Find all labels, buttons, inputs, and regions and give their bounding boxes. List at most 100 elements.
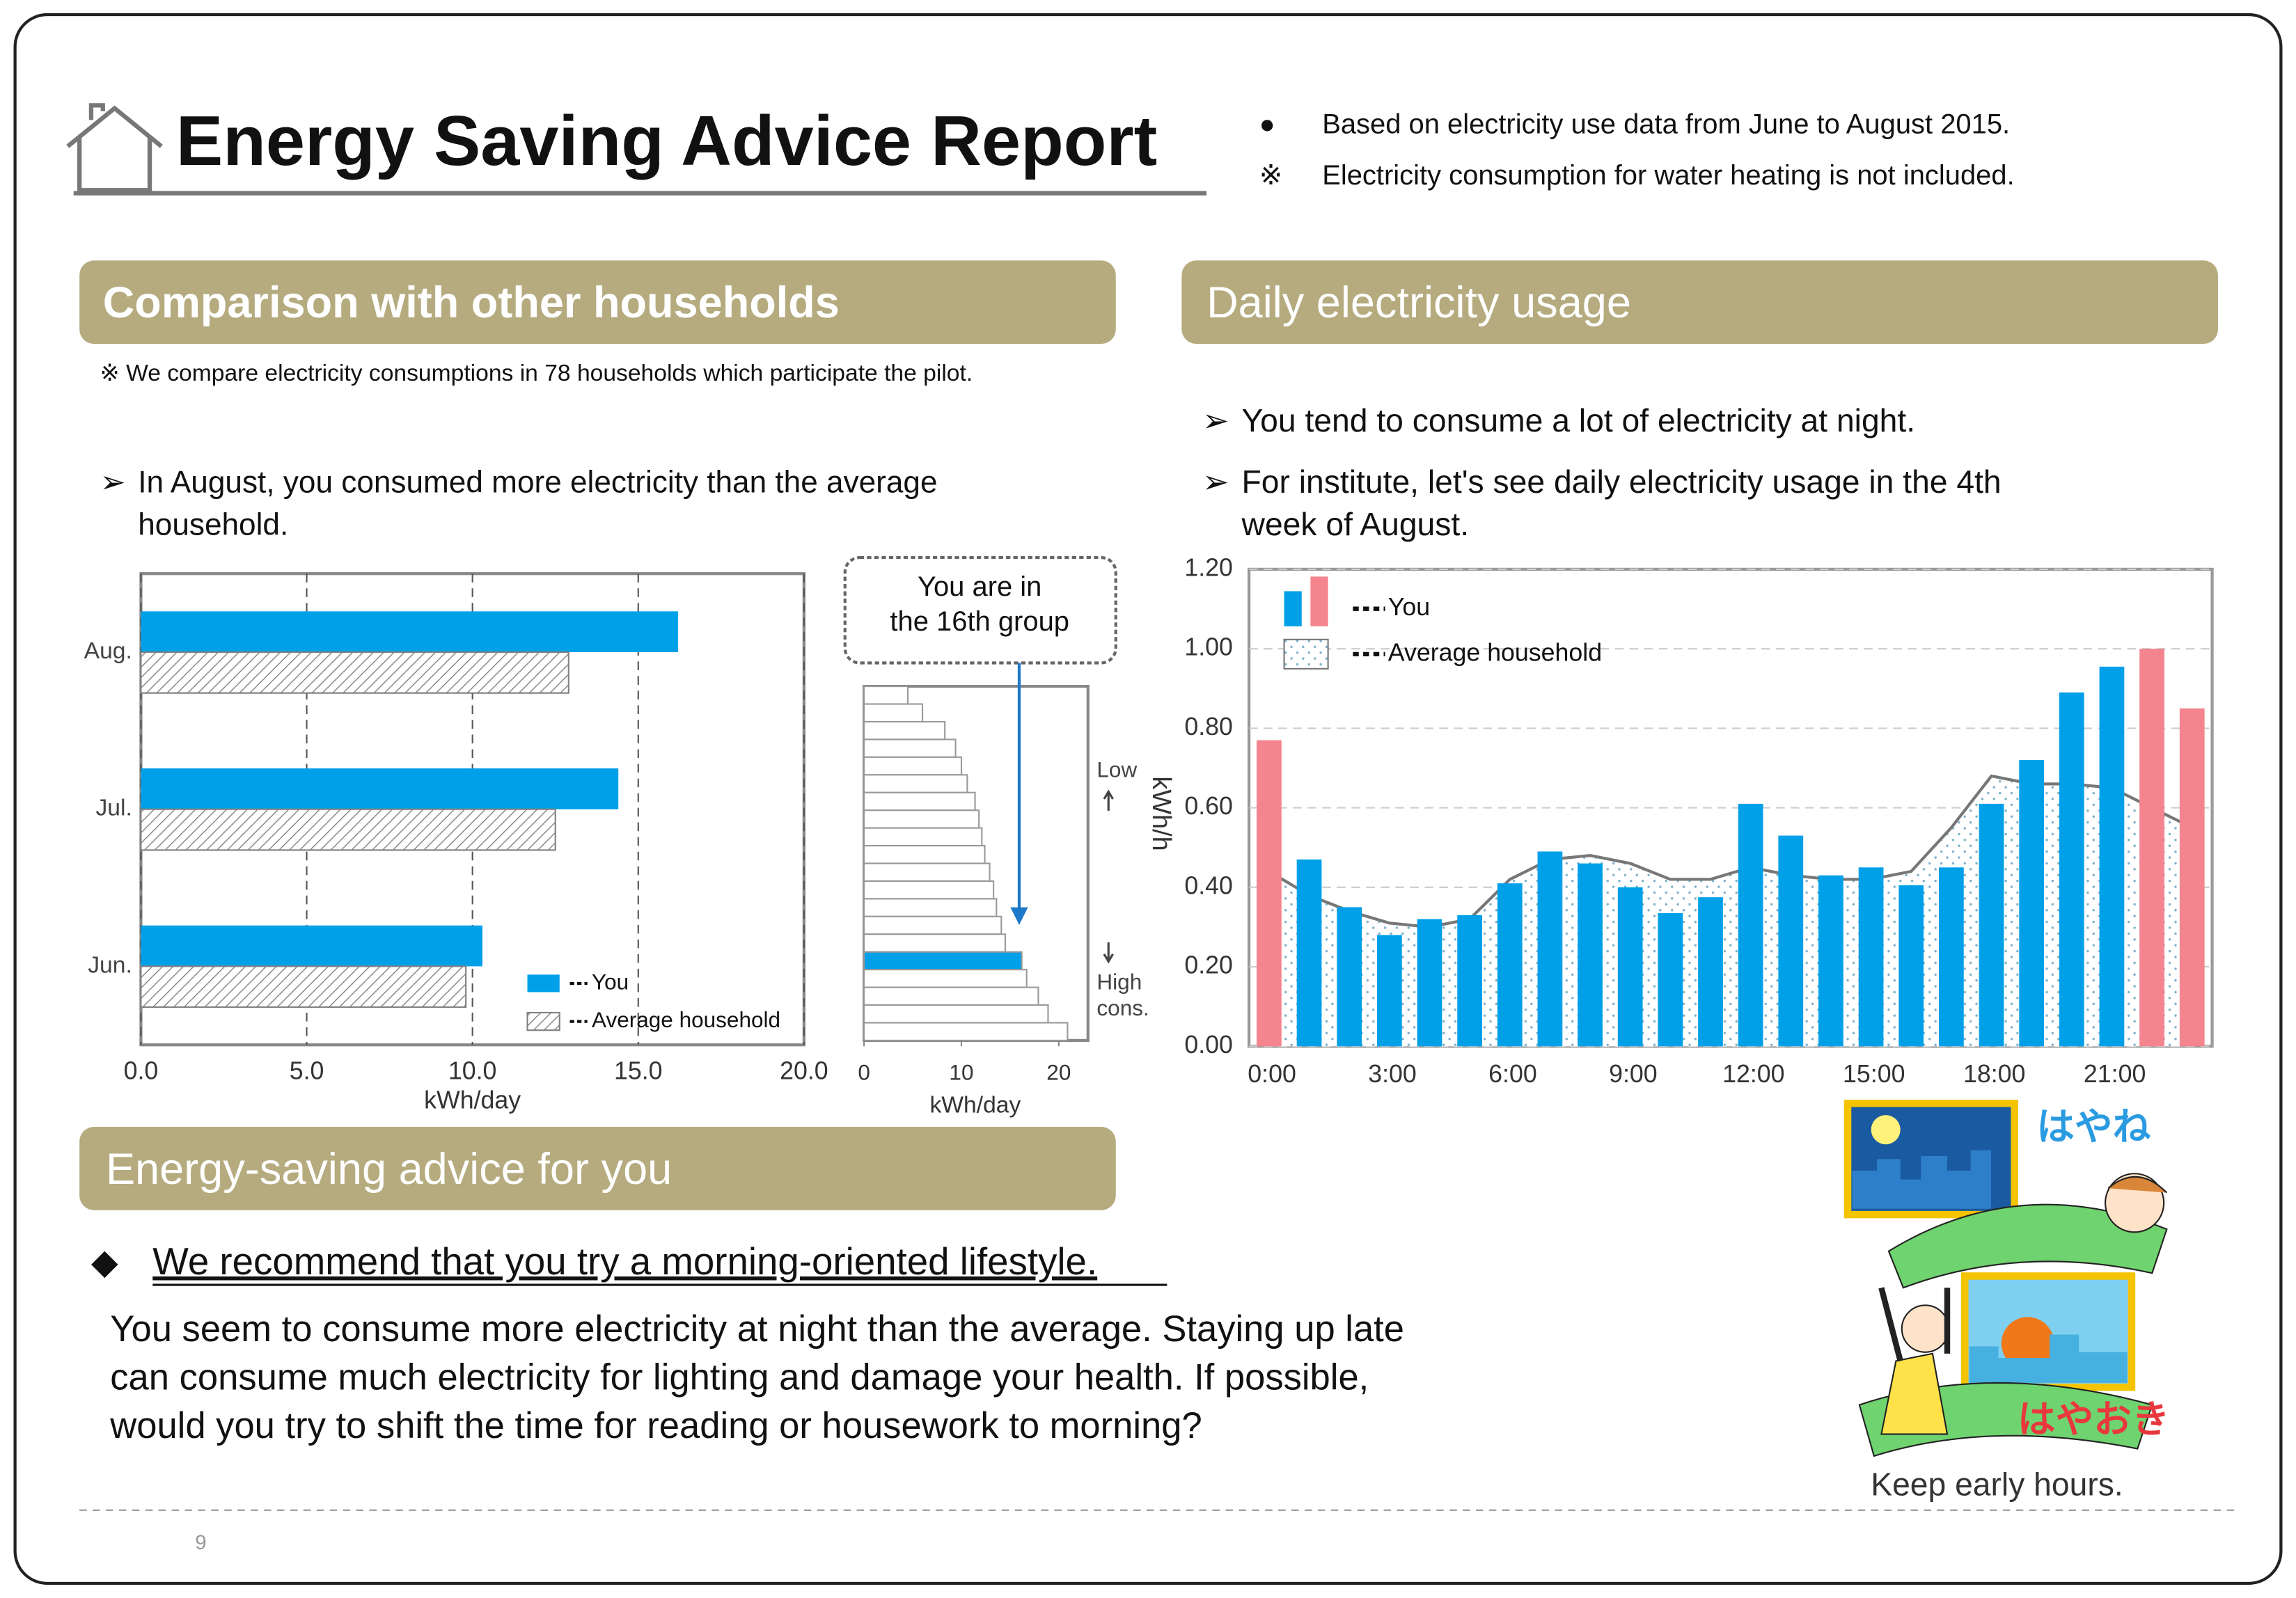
bar <box>140 651 569 694</box>
y-tick-label: 0.40 <box>1184 871 1233 899</box>
bar <box>1858 867 1884 1047</box>
bar <box>863 809 980 829</box>
up-arrow <box>1103 789 1114 811</box>
x-tick-label: 6:00 <box>1488 1060 1537 1088</box>
legend-label: Average household <box>1388 638 1602 666</box>
bullet-mark: ➢ <box>1202 402 1229 438</box>
y-tick-label: 0.20 <box>1184 951 1233 979</box>
bullet-text: In August, you consumed more electricity… <box>138 466 937 500</box>
illustration <box>1843 1100 2168 1457</box>
illustration-label: はやおき <box>2018 1398 2170 1441</box>
legend-label: You <box>1388 593 1430 621</box>
bar <box>141 925 482 967</box>
y-tick-label: 0.00 <box>1184 1031 1233 1059</box>
note-mark: ※ <box>1259 160 1282 191</box>
x-tick-label: 9:00 <box>1609 1060 1658 1088</box>
bullet-mark: ➢ <box>100 466 126 500</box>
bar <box>140 808 556 851</box>
bar <box>863 898 998 917</box>
x-tick-label: 20.0 <box>780 1057 828 1085</box>
x-tick-label: 18:00 <box>1963 1060 2025 1088</box>
y-axis-label: kWh/h <box>1147 776 1176 851</box>
legend-label: You <box>592 969 629 994</box>
x-tick-label: 15:00 <box>1843 1060 1905 1088</box>
title: Energy Saving Advice Report <box>176 102 1157 180</box>
x-tick-label: 10.0 <box>448 1057 497 1085</box>
x-tick-label: 0:00 <box>1248 1060 1296 1088</box>
bar <box>2099 666 2125 1047</box>
x-tick-label: 3:00 <box>1368 1060 1417 1088</box>
house-icon <box>66 103 163 193</box>
bar <box>863 969 1028 988</box>
bar <box>1938 867 1964 1047</box>
legend-swatch <box>1310 576 1328 626</box>
x-tick-label: 5.0 <box>290 1057 324 1085</box>
y-tick-label: 1.00 <box>1184 633 1233 661</box>
legend-swatch <box>1284 591 1302 626</box>
section-band <box>79 1126 1116 1210</box>
bullet-text: You tend to consume a lot of electricity… <box>1242 402 1916 438</box>
section-title: Energy-saving advice for you <box>106 1145 672 1194</box>
bar <box>141 611 678 653</box>
callout-text: the 16th group <box>890 606 1069 637</box>
x-tick-label: 0.0 <box>124 1057 159 1085</box>
bar <box>863 703 924 723</box>
advice-body: can consume much electricity for lightin… <box>110 1357 1369 1398</box>
bullet-mark: ➢ <box>1202 464 1229 500</box>
x-tick-label: 21:00 <box>2084 1060 2146 1088</box>
legend-swatch <box>1283 638 1329 670</box>
bar <box>863 791 976 812</box>
bar <box>863 951 1023 971</box>
bar <box>1818 875 1843 1047</box>
pointer-head <box>1010 907 1028 925</box>
bar <box>863 1022 1069 1041</box>
bar <box>863 774 968 793</box>
x-tick-label: 12:00 <box>1722 1060 1784 1088</box>
high-label: cons. <box>1096 995 1149 1020</box>
x-tick-label: 0 <box>858 1060 870 1085</box>
caption: Keep early hours. <box>1871 1466 2123 1502</box>
legend-swatch <box>526 1011 560 1031</box>
callout <box>843 555 1117 665</box>
bar <box>2179 708 2205 1047</box>
bar <box>863 756 963 776</box>
bar <box>1979 803 2004 1047</box>
bar <box>1738 803 1763 1047</box>
bar <box>1898 885 1924 1047</box>
bar <box>140 965 467 1008</box>
bar <box>863 862 991 883</box>
bar <box>1497 883 1523 1047</box>
section-band <box>1181 260 2218 345</box>
section-band <box>79 260 1116 345</box>
diamond: ◆ <box>91 1242 118 1281</box>
bar <box>863 720 946 741</box>
x-axis-label: kWh/day <box>424 1086 521 1114</box>
note: Based on electricity use data from June … <box>1322 109 2010 139</box>
y-tick-label: 0.60 <box>1184 792 1233 820</box>
bar <box>863 1004 1049 1024</box>
bar <box>2139 649 2164 1047</box>
bar <box>1376 935 1402 1047</box>
note: Electricity consumption for water heatin… <box>1322 160 2015 191</box>
bar <box>1417 919 1442 1047</box>
section-note: ※ We compare electricity consumptions in… <box>100 361 973 386</box>
low-label: Low <box>1096 757 1137 782</box>
bar <box>1658 912 1683 1047</box>
x-tick-label: 15.0 <box>614 1057 663 1085</box>
bar <box>1457 915 1482 1047</box>
legend-label: Average household <box>592 1007 780 1032</box>
bar <box>863 986 1039 1006</box>
bar <box>863 686 909 705</box>
note-mark: ● <box>1259 110 1275 139</box>
bar <box>863 933 1006 953</box>
bar <box>1617 887 1643 1047</box>
y-tick-label: 0.80 <box>1184 713 1233 741</box>
y-tick-label: Jun. <box>88 952 132 978</box>
bar <box>863 915 1002 935</box>
page-number: 9 <box>195 1531 206 1554</box>
section-title: Daily electricity usage <box>1206 278 1631 327</box>
bullet-text: household. <box>138 508 288 542</box>
down-arrow <box>1103 942 1114 964</box>
